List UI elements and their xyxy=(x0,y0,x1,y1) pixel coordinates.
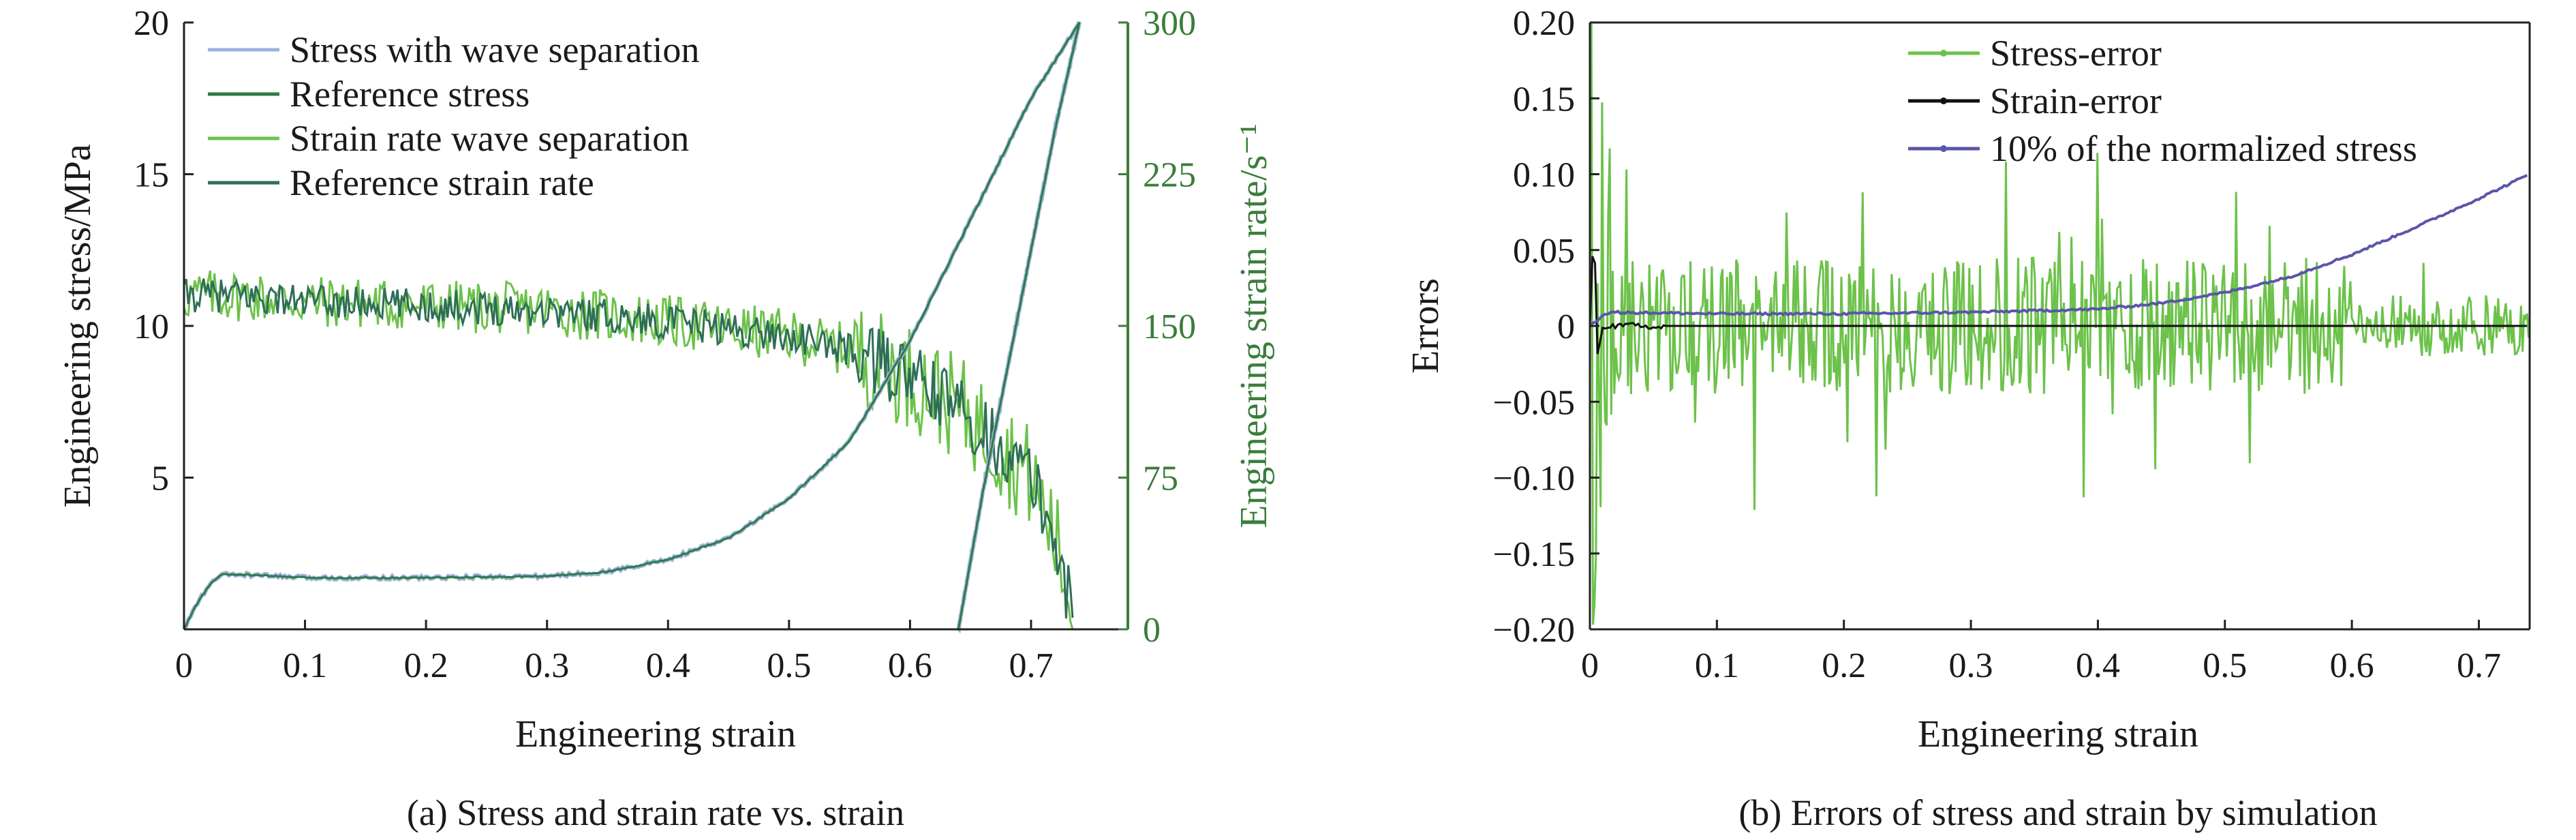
panel-b-legend-label: Strain-error xyxy=(1990,80,2162,121)
panel-b-ytick-label: −0.10 xyxy=(1493,460,1575,498)
panel-a-ytick-left-label: 10 xyxy=(134,308,169,346)
panel-a-ytick-right-label: 0 xyxy=(1143,611,1161,650)
panel-b-ytick-label: 0.15 xyxy=(1513,80,1575,119)
series-reference-stress-unloading xyxy=(957,22,1081,629)
panel-a-ytick-right-label: 75 xyxy=(1143,460,1178,498)
panel-b-ytick-label: −0.05 xyxy=(1493,383,1575,422)
panel-a-xtick-label: 0.6 xyxy=(888,646,932,685)
panel-b-xtick-label: 0.4 xyxy=(2076,646,2120,685)
panel-a-ytick-left-label: 5 xyxy=(151,460,169,498)
panel-b-xlabel: Engineering strain xyxy=(1918,713,2198,755)
panel-a-stress-strain-rate: 0 0.1 0.2 0.3 0.4 0.5 0.6 0.7 5 10 15 20 0 75 150 225 30… xyxy=(57,4,1275,833)
panel-b-xtick-label: 0.2 xyxy=(1822,646,1866,685)
panel-a-legend-label: Stress with wave separation xyxy=(290,29,699,70)
panel-a-xtick-label: 0.7 xyxy=(1009,646,1053,685)
panel-b-xtick-label: 0 xyxy=(1581,646,1599,685)
panel-a-xtick-label: 0.3 xyxy=(525,646,569,685)
panel-a-legend-label: Reference stress xyxy=(290,74,530,115)
panel-b-legend-label: Stress-error xyxy=(1990,33,2162,74)
panel-a-ytick-right-label: 225 xyxy=(1143,156,1196,195)
panel-a-xtick-label: 0.4 xyxy=(646,646,690,685)
panel-a-xtick-label: 0.1 xyxy=(283,646,327,685)
panel-a-ytick-right-label: 150 xyxy=(1143,308,1196,346)
series-strain-error xyxy=(1589,256,2528,355)
panel-b-legend-marker xyxy=(1940,97,1947,104)
panel-b-xtick-label: 0.1 xyxy=(1695,646,1739,685)
panel-a-ytick-right-label: 300 xyxy=(1143,4,1196,43)
panel-a-ylabel-left: Engineering stress/MPa xyxy=(57,144,99,508)
panel-b-caption: (b) Errors of stress and strain by simul… xyxy=(1738,792,2377,833)
series-normalized-stress xyxy=(1589,174,2528,328)
panel-b-legend-marker xyxy=(1940,50,1947,57)
panel-b-ytick-label: −0.15 xyxy=(1493,535,1575,574)
panel-a-caption: (a) Stress and strain rate vs. strain xyxy=(407,792,904,833)
panel-b-ylabel: Errors xyxy=(1405,278,1447,374)
panel-b-ytick-label: 0.20 xyxy=(1513,4,1575,43)
panel-b-xtick-label: 0.5 xyxy=(2203,646,2247,685)
series-stress-error xyxy=(1590,21,2530,625)
panel-a-ytick-left-label: 20 xyxy=(134,4,169,43)
panel-a-legend-label: Reference strain rate xyxy=(290,162,594,203)
panel-a-ytick-left-label: 15 xyxy=(134,156,169,195)
panel-b-ytick-label: −0.20 xyxy=(1493,611,1575,650)
panel-a-ylabel-right: Engineering strain rate/s⁻¹ xyxy=(1233,123,1275,528)
panel-a-legend-label: Strain rate wave separation xyxy=(290,118,689,159)
panel-b-xtick-label: 0.6 xyxy=(2330,646,2374,685)
panel-b-ytick-label: 0.05 xyxy=(1513,232,1575,271)
panel-a-xtick-label: 0.5 xyxy=(767,646,811,685)
panel-b-legend-label: 10% of the normalized stress xyxy=(1990,128,2417,169)
panel-b-ytick-label: 0 xyxy=(1557,308,1575,346)
panel-b-legend-marker xyxy=(1940,145,1947,152)
panel-a-xtick-label: 0.2 xyxy=(404,646,448,685)
series-strain-rate-wave-separation xyxy=(183,270,1074,630)
series-stress-wave-separation-unloading xyxy=(956,21,1082,634)
series-reference-strain-rate xyxy=(183,278,1074,619)
series-reference-stress xyxy=(183,21,1081,630)
panel-a-xtick-label: 0 xyxy=(175,646,193,685)
panel-b-xtick-label: 0.3 xyxy=(1949,646,1993,685)
panel-b-errors: 0 0.1 0.2 0.3 0.4 0.5 0.6 0.70.200.150.100.050−… xyxy=(1405,4,2531,833)
panel-b-xtick-label: 0.7 xyxy=(2457,646,2501,685)
panel-a-xlabel: Engineering strain xyxy=(515,713,796,755)
panel-b-ytick-label: 0.10 xyxy=(1513,156,1575,195)
